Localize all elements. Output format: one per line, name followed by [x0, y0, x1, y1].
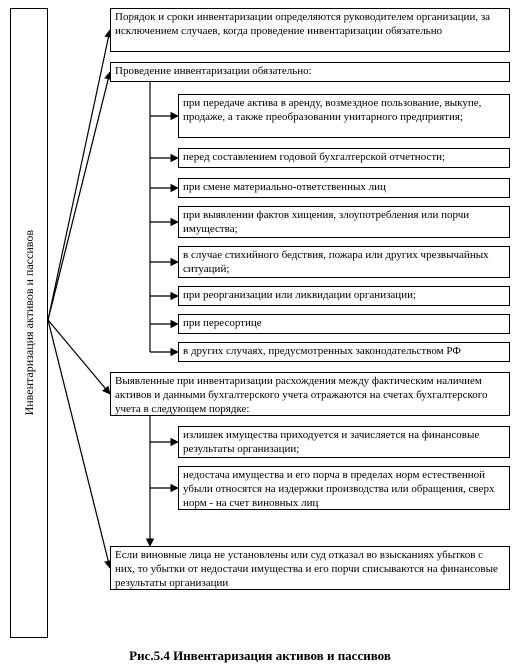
diagram-page: Инвентаризация активов и пассивов Порядо…: [0, 0, 520, 671]
root-box: Инвентаризация активов и пассивов: [10, 8, 48, 638]
box-mandatory-item-7: при пересортице: [178, 314, 510, 334]
box-surplus: излишек имущества приходуется и зачисляе…: [178, 426, 510, 458]
root-label: Инвентаризация активов и пассивов: [22, 230, 37, 415]
box-procedure: Порядок и сроки инвентаризации определяю…: [110, 8, 510, 52]
box-mandatory-header: Проведение инвентаризации обязательно:: [110, 62, 510, 82]
box-mandatory-item-3: при смене материально-ответственных лиц: [178, 178, 510, 198]
box-shortage: недостача имущества и его порча в предел…: [178, 466, 510, 510]
figure-caption: Рис.5.4 Инвентаризация активов и пассиво…: [0, 648, 520, 664]
box-discrepancies: Выявленные при инвентаризации расхождени…: [110, 372, 510, 416]
box-mandatory-item-8: в других случаях, предусмотренных законо…: [178, 342, 510, 362]
box-mandatory-item-4: при выявлении фактов хищения, злоупотреб…: [178, 206, 510, 238]
box-mandatory-item-1: при передаче актива в аренду, возмездное…: [178, 94, 510, 138]
box-mandatory-item-6: при реорганизации или ликвидации организ…: [178, 286, 510, 306]
box-mandatory-item-5: в случае стихийного бедствия, пожара или…: [178, 246, 510, 278]
box-no-guilty: Если виновные лица не установлены или су…: [110, 546, 510, 590]
box-mandatory-item-2: перед составлением годовой бухгалтерской…: [178, 148, 510, 168]
